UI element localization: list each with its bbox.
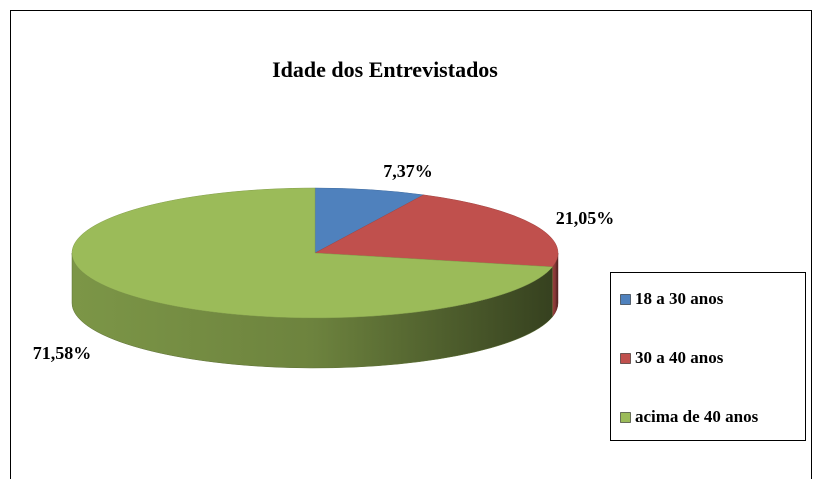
legend-swatch bbox=[620, 353, 631, 364]
pie-slice bbox=[314, 194, 559, 268]
data-label: 71,58% bbox=[33, 343, 92, 363]
data-label: 21,05% bbox=[556, 208, 615, 228]
pie-slice bbox=[314, 187, 425, 254]
pie-slice bbox=[71, 187, 553, 319]
legend-swatch bbox=[620, 412, 631, 423]
legend-swatch bbox=[620, 294, 631, 305]
legend-label: 30 a 40 anos bbox=[635, 348, 724, 367]
legend-label: acima de 40 anos bbox=[635, 407, 759, 426]
legend-box bbox=[610, 272, 806, 441]
legend-label: 18 a 30 anos bbox=[635, 289, 724, 308]
data-label: 7,37% bbox=[383, 161, 433, 181]
chart-title: Idade dos Entrevistados bbox=[272, 57, 498, 82]
